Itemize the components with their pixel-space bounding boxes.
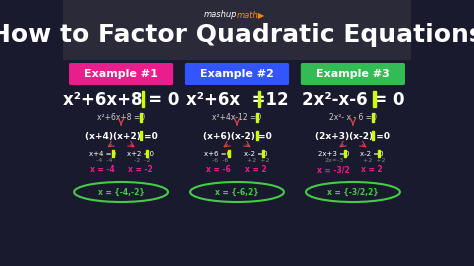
Text: 2x=-3: 2x=-3 (324, 159, 344, 164)
Bar (228, 150, 230, 157)
Bar (140, 131, 142, 140)
Text: x = {-6,2}: x = {-6,2} (215, 188, 259, 197)
Bar (257, 91, 260, 107)
Bar (374, 91, 376, 107)
FancyBboxPatch shape (63, 0, 411, 60)
Text: Example #2: Example #2 (200, 69, 274, 79)
Bar (262, 150, 264, 157)
Text: x = 2: x = 2 (245, 165, 267, 174)
Bar (256, 131, 258, 140)
Text: +2  +2: +2 +2 (243, 159, 269, 164)
Text: x = -2: x = -2 (128, 165, 153, 174)
Bar (372, 131, 374, 140)
Bar (140, 113, 142, 122)
Text: x²+6x  =12: x²+6x =12 (186, 91, 288, 109)
Text: -2  -2: -2 -2 (130, 159, 150, 164)
Text: mashup: mashup (203, 10, 237, 19)
Text: (2x+3)(x-2) =0: (2x+3)(x-2) =0 (315, 131, 391, 140)
Bar (146, 150, 148, 157)
Text: x²+6x+8 = 0: x²+6x+8 = 0 (63, 91, 179, 109)
Bar (378, 150, 380, 157)
Bar (256, 113, 258, 122)
Text: Example #1: Example #1 (84, 69, 158, 79)
Text: 2x²-x-6 = 0: 2x²-x-6 = 0 (301, 91, 404, 109)
Text: -6  -6: -6 -6 (208, 159, 228, 164)
Text: x = -3/2: x = -3/2 (318, 165, 350, 174)
Text: x = {-3/2,2}: x = {-3/2,2} (327, 188, 379, 197)
Text: x+4 =0: x+4 =0 (89, 151, 116, 157)
Text: +2  +2: +2 +2 (359, 159, 385, 164)
Text: math▶: math▶ (237, 10, 265, 19)
Text: 2x+3 =0: 2x+3 =0 (318, 151, 350, 157)
Bar (142, 91, 144, 107)
Bar (372, 113, 374, 122)
Text: x = -4: x = -4 (90, 165, 114, 174)
Text: x²+4x-12 =0: x²+4x-12 =0 (212, 114, 262, 123)
Text: x = -6: x = -6 (206, 165, 230, 174)
Text: 2x²- x - 6 =0: 2x²- x - 6 =0 (329, 114, 377, 123)
Text: x+2 =0: x+2 =0 (127, 151, 154, 157)
Bar (344, 150, 346, 157)
Text: x = 2: x = 2 (361, 165, 383, 174)
Text: How to Factor Quadratic Equations: How to Factor Quadratic Equations (0, 23, 474, 47)
Bar (112, 150, 114, 157)
Text: -4  -4: -4 -4 (92, 159, 112, 164)
Text: x²+6x+8 =0: x²+6x+8 =0 (97, 114, 145, 123)
Text: (x+4)(x+2) =0: (x+4)(x+2) =0 (85, 131, 157, 140)
FancyBboxPatch shape (301, 63, 405, 85)
Text: Example #3: Example #3 (316, 69, 390, 79)
Text: x = {-4,-2}: x = {-4,-2} (98, 188, 145, 197)
Text: x+6 =0: x+6 =0 (204, 151, 231, 157)
Text: (x+6)(x-2) =0: (x+6)(x-2) =0 (202, 131, 272, 140)
Text: x-2 =0: x-2 =0 (360, 151, 384, 157)
FancyBboxPatch shape (185, 63, 289, 85)
Text: x-2 =0: x-2 =0 (244, 151, 268, 157)
FancyBboxPatch shape (69, 63, 173, 85)
